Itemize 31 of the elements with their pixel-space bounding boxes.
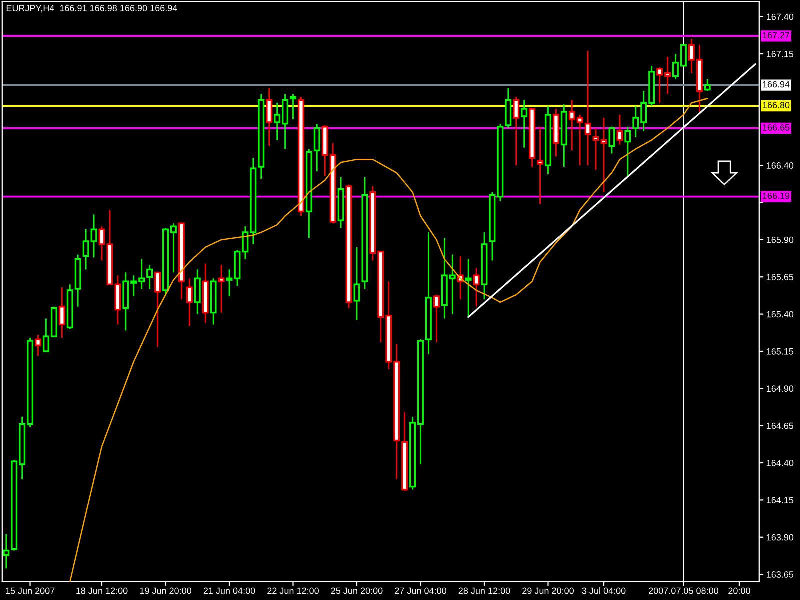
- ref-line-label: 166.80: [763, 102, 790, 109]
- y-tick-label: 164.40: [767, 460, 794, 466]
- y-tick-label: 167.40: [767, 14, 794, 20]
- y-tick-label: 164.65: [767, 422, 794, 430]
- y-tick-label: 167.15: [767, 51, 794, 58]
- y-tick-label: 165.40: [767, 311, 794, 318]
- x-tick-label: 28 Jun 12:00: [458, 588, 510, 594]
- x-tick-label: 18 Jun 12:00: [76, 588, 128, 594]
- x-tick-label: 29 Jun 20:00: [522, 588, 574, 594]
- y-tick-label: 165.65: [767, 274, 794, 280]
- x-tick-label: 21 Jun 04:00: [204, 588, 256, 594]
- x-tick-label: 15 Jun 2007: [6, 588, 55, 594]
- x-tick-label: 19 Jun 20:00: [140, 588, 192, 594]
- ref-line-label: 167.27: [763, 32, 790, 39]
- chart-title: EURJPY,H4 166.91 166.98 166.90 166.94: [6, 5, 178, 13]
- y-tick-label: 163.90: [767, 534, 794, 541]
- x-tick-label: 25 Jun 20:00: [331, 588, 383, 594]
- x-tick-label: 22 Jun 12:00: [268, 588, 319, 594]
- x-tick-label: 27 Jun 04:00: [395, 588, 446, 594]
- y-tick-label: 165.15: [767, 348, 794, 355]
- y-tick-label: 165.90: [767, 236, 794, 244]
- y-tick-label: 163.65: [767, 572, 794, 578]
- x-tick-label: 2007.07.05 08:00: [649, 588, 718, 594]
- ref-line-label: 166.19: [763, 192, 790, 200]
- y-tick-label: 166.40: [767, 162, 794, 169]
- ref-line-label: 166.94: [763, 81, 790, 88]
- x-tick-label: 20:00: [728, 588, 750, 594]
- ref-line-label: 166.65: [763, 124, 790, 131]
- y-tick-label: 164.90: [767, 386, 794, 392]
- y-tick-label: 164.15: [767, 497, 794, 504]
- x-tick-label: 3 Jul 04:00: [582, 588, 626, 594]
